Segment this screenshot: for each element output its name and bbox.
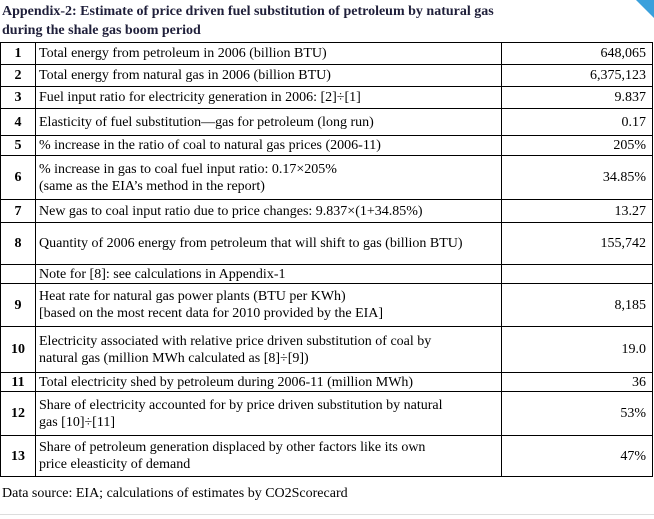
label-line: Electricity associated with relative pri…: [39, 333, 432, 349]
table-row: 11 Total electricity shed by petroleum du…: [0, 372, 653, 392]
label-line: % increase in the ratio of coal to natur…: [39, 138, 381, 153]
label-line: [based on the most recent data for 2010 …: [39, 306, 384, 321]
row-number: 13: [0, 435, 36, 477]
label-line: Total electricity shed by petroleum duri…: [39, 374, 414, 390]
row-value: 8,185: [501, 283, 653, 327]
table-row: 2 Total energy from natural gas in 2006 (…: [0, 64, 653, 87]
row-label: Total energy from petroleum in 2006 (bil…: [35, 42, 502, 65]
row-number: 12: [0, 391, 36, 436]
label-line: natural gas (million MWh calculated as […: [39, 350, 309, 366]
row-value: 6,375,123: [501, 64, 653, 87]
source-note: Data source: EIA; calculations of estima…: [2, 486, 348, 501]
row-number: 2: [0, 64, 36, 87]
table-row: 12 Share of electricity accounted for by …: [0, 391, 653, 436]
table-row: 3 Fuel input ratio for electricity genera…: [0, 86, 653, 109]
table-row: 7 New gas to coal input ratio due to pric…: [0, 199, 653, 223]
label-line: % increase in gas to coal fuel input rat…: [39, 161, 337, 177]
row-number: 11: [0, 372, 36, 392]
row-value: 53%: [501, 391, 653, 436]
table-row: 6% increase in gas to coal fuel input ra…: [0, 155, 653, 200]
label-line: Total energy from petroleum in 2006 (bil…: [39, 46, 327, 61]
row-value: 9.837: [501, 86, 653, 109]
row-value: 648,065: [501, 42, 653, 65]
row-label: Share of petroleum generation displaced …: [35, 435, 502, 477]
label-line: Quantity of 2006 energy from petroleum t…: [39, 236, 463, 251]
row-label: Total energy from natural gas in 2006 (b…: [35, 64, 502, 87]
label-line: Share of petroleum generation displaced …: [39, 440, 426, 455]
row-value: 47%: [501, 435, 653, 477]
label-line: New gas to coal input ratio due to price…: [39, 203, 423, 219]
row-number: 3: [0, 86, 36, 109]
row-label: Note for [8]: see calculations in Append…: [35, 264, 502, 284]
row-label: Heat rate for natural gas power plants (…: [35, 283, 502, 327]
row-value: 36: [501, 372, 653, 392]
label-line: price eleasticity of demand: [39, 457, 191, 472]
row-label: Electricity associated with relative pri…: [35, 326, 502, 373]
corner-mark: [636, 0, 654, 18]
row-number: 6: [0, 155, 36, 200]
row-label: New gas to coal input ratio due to price…: [35, 199, 502, 223]
table-row: 10 Electricity associated with relative p…: [0, 326, 653, 373]
label-line: Heat rate for natural gas power plants (…: [39, 289, 346, 304]
label-line: gas [10]÷[11]: [39, 414, 115, 430]
label-line: Note for [8]: see calculations in Append…: [39, 266, 286, 282]
title-line: during the shale gas boom period: [2, 23, 201, 38]
row-number: 9: [0, 283, 36, 327]
title-line: Appendix-2: Estimate of price driven fue…: [2, 4, 494, 19]
divider: [0, 514, 654, 515]
row-value: 205%: [501, 135, 653, 156]
row-value: 155,742: [501, 222, 653, 265]
row-value: 13.27: [501, 199, 653, 223]
row-label: Elasticity of fuel substitution—gas for …: [35, 108, 502, 136]
label-line: Elasticity of fuel substitution—gas for …: [39, 114, 374, 130]
title: Appendix-2: Estimate of price driven fue…: [2, 2, 612, 40]
table: 1 Total energy from petroleum in 2006 (bi…: [0, 42, 653, 477]
row-number: [0, 264, 36, 284]
row-value: 19.0: [501, 326, 653, 373]
label-line: Total energy from natural gas in 2006 (b…: [39, 68, 331, 83]
label-line: Share of electricity accounted for by pr…: [39, 397, 443, 413]
row-value: 34.85%: [501, 155, 653, 200]
row-number: 7: [0, 199, 36, 223]
row-label: % increase in gas to coal fuel input rat…: [35, 155, 502, 200]
row-label: Fuel input ratio for electricity generat…: [35, 86, 502, 109]
table-row: 13 Share of petroleum generation displace…: [0, 435, 653, 477]
row-label: Quantity of 2006 energy from petroleum t…: [35, 222, 502, 265]
table-row: 1 Total energy from petroleum in 2006 (bi…: [0, 42, 653, 65]
row-label: Total electricity shed by petroleum duri…: [35, 372, 502, 392]
row-number: 5: [0, 135, 36, 156]
row-label: % increase in the ratio of coal to natur…: [35, 135, 502, 156]
table-row: 8 Quantity of 2006 energy from petroleum …: [0, 222, 653, 265]
table-row: Note for [8]: see calculations in Append…: [0, 264, 653, 284]
row-number: 10: [0, 326, 36, 373]
row-number: 1: [0, 42, 36, 65]
row-number: 8: [0, 222, 36, 265]
label-line: (same as the EIA’s method in the report): [39, 178, 265, 194]
label-line: Fuel input ratio for electricity generat…: [39, 90, 361, 105]
row-label: Share of electricity accounted for by pr…: [35, 391, 502, 436]
row-number: 4: [0, 108, 36, 136]
table-row: 9 Heat rate for natural gas power plants …: [0, 283, 653, 327]
table-row: 5% increase in the ratio of coal to natu…: [0, 135, 653, 156]
row-value: [501, 264, 653, 284]
table-row: 4 Elasticity of fuel substitution—gas for…: [0, 108, 653, 136]
row-value: 0.17: [501, 108, 653, 136]
